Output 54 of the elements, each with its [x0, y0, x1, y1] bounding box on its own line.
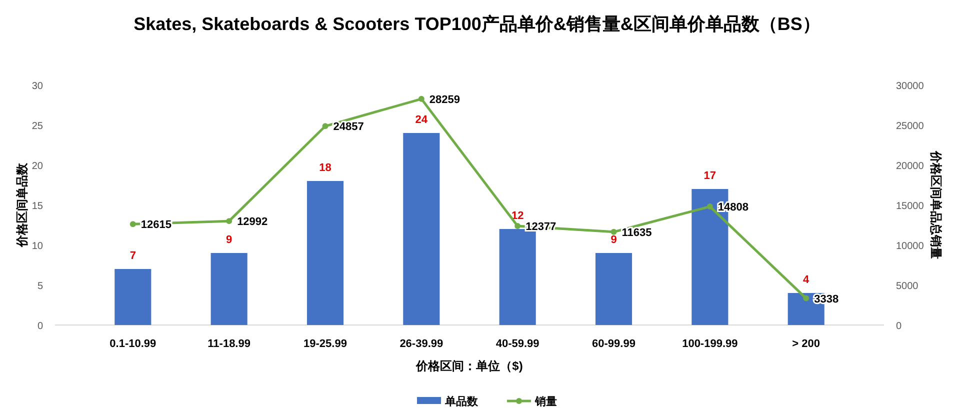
- data-label: 12: [511, 210, 524, 222]
- y-tick-label: 0: [37, 321, 44, 332]
- data-label: 11635: [622, 226, 652, 239]
- y2-tick-label: 0: [896, 321, 902, 332]
- x-tick-label: 11-18.99: [208, 338, 250, 350]
- y-tick-label: 10: [32, 241, 44, 252]
- chart-title: Skates, Skateboards & Scooters TOP100产品单价&销售量&区间单价单品数（BS）: [134, 14, 820, 34]
- bar: [499, 229, 536, 325]
- x-axis-title: 价格区间：单位（$): [415, 359, 523, 373]
- y-tick-label: 5: [37, 281, 44, 292]
- point: [706, 204, 713, 210]
- x-tick-label: 19-25.99: [304, 338, 347, 350]
- y2-tick-label: 10000: [896, 241, 924, 252]
- point: [514, 222, 521, 229]
- bar: [403, 133, 440, 325]
- y-tick-label: 30: [32, 81, 44, 92]
- bar: [595, 253, 632, 325]
- y-axis-title: 价格区间单品数: [15, 162, 29, 248]
- x-tick-label: 40-59.99: [496, 338, 540, 350]
- x-tick-label: 26-39.99: [400, 338, 444, 350]
- x-tick-label: > 200: [792, 338, 820, 350]
- x-tick-label: 0.1-10.99: [110, 338, 156, 350]
- y2-tick-label: 15000: [896, 201, 924, 212]
- data-label: 24: [415, 114, 428, 126]
- y-tick-label: 15: [32, 201, 44, 212]
- y2-tick-label: 30000: [896, 81, 924, 92]
- y2-tick-label: 5000: [896, 281, 919, 292]
- point: [610, 228, 617, 235]
- data-label: 9: [610, 234, 617, 246]
- point: [322, 123, 328, 130]
- data-label: 18: [319, 162, 332, 174]
- y-tick-label: 25: [32, 121, 44, 132]
- data-label: 28259: [429, 94, 460, 106]
- data-label: 24857: [333, 121, 364, 134]
- bar: [210, 253, 248, 325]
- point: [130, 221, 136, 228]
- bar: [306, 181, 344, 325]
- data-label: 9: [226, 234, 232, 246]
- y-tick-label: 20: [32, 161, 44, 172]
- data-label: 12992: [237, 216, 268, 228]
- legend-label: 销量: [534, 396, 557, 408]
- legend-label: 单品数: [444, 395, 479, 408]
- bar: [114, 269, 152, 325]
- y2-axis-title: 价格区间单品总销量: [929, 150, 943, 259]
- data-label: 4: [803, 274, 810, 286]
- point: [226, 218, 232, 224]
- point: [803, 295, 810, 302]
- data-label: 7: [130, 250, 136, 262]
- y2-tick-label: 25000: [896, 121, 924, 132]
- x-tick-label: 60-99.99: [592, 338, 636, 350]
- data-label: 17: [704, 170, 716, 182]
- point: [418, 96, 424, 102]
- x-tick-label: 100-199.99: [682, 338, 738, 350]
- y2-tick-label: 20000: [896, 161, 924, 172]
